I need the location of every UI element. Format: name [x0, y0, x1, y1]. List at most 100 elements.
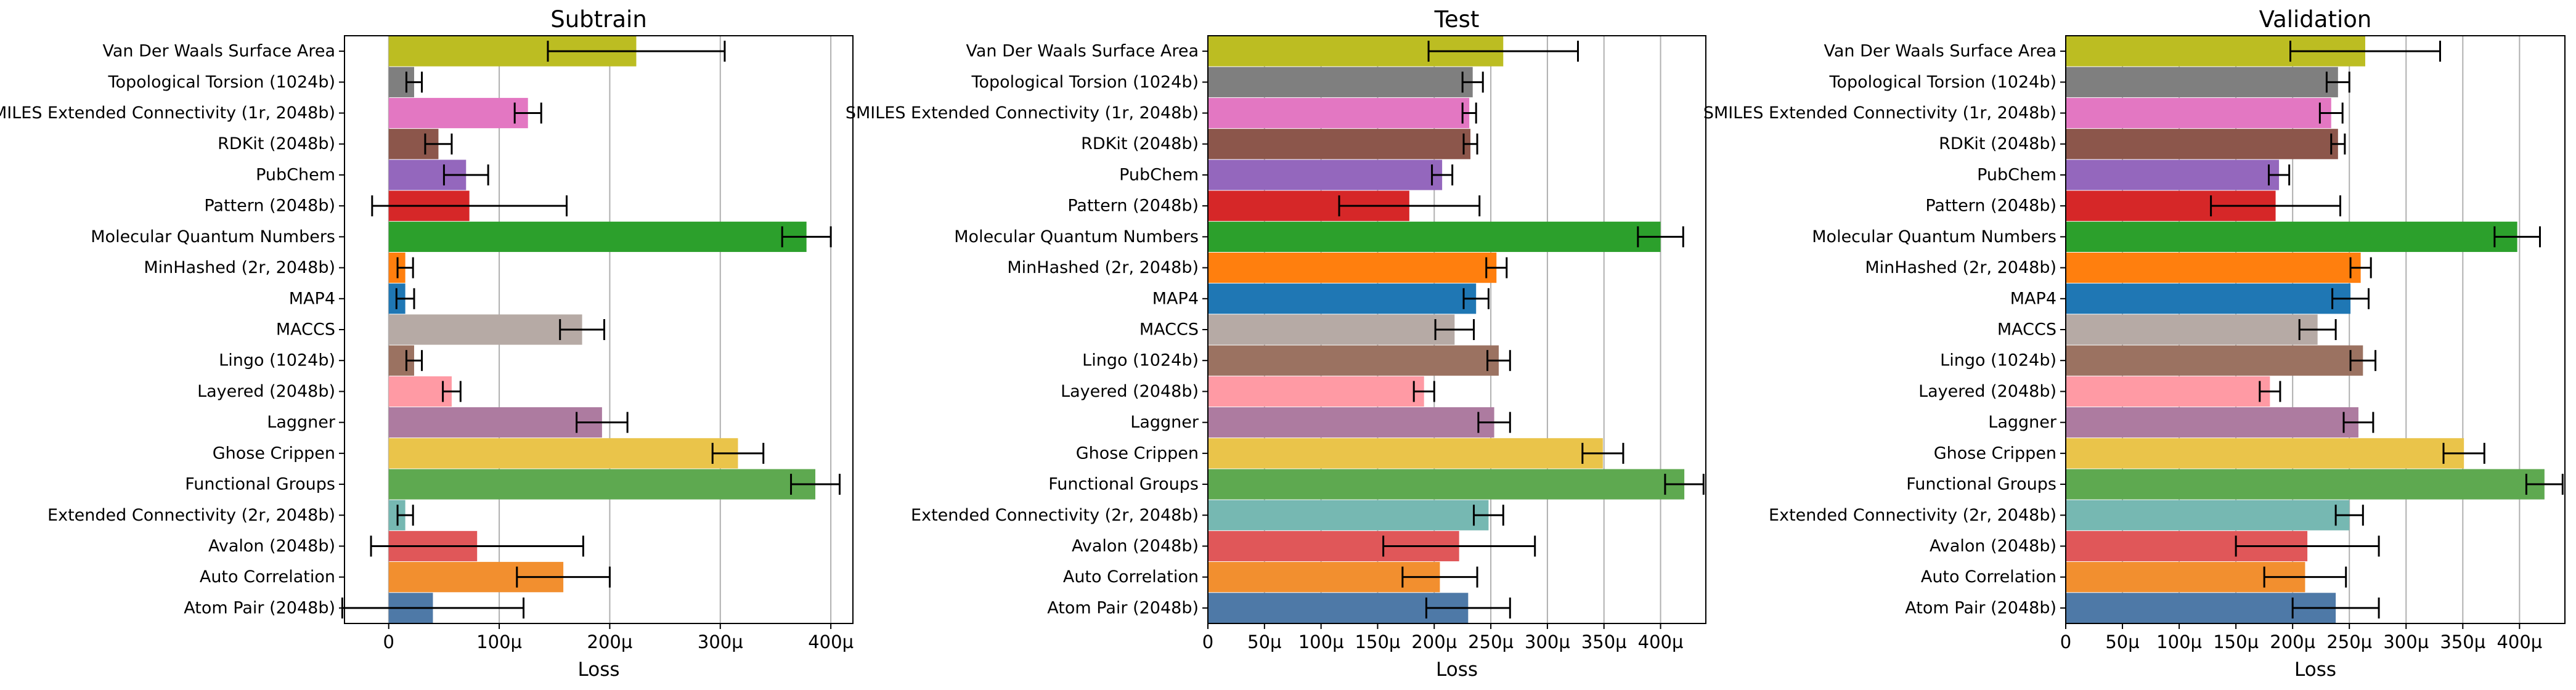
error-bar	[1431, 164, 1454, 185]
error-bar	[2330, 133, 2346, 155]
bar	[388, 438, 738, 469]
category-label: Functional Groups	[185, 475, 335, 494]
category-label: Topological Torsion (1024b)	[108, 73, 335, 92]
category-label: Ghose Crippen	[213, 444, 335, 463]
category-label: Atom Pair (2048b)	[1047, 598, 1199, 617]
error-bar	[1382, 535, 1536, 557]
error-bar	[1637, 226, 1684, 248]
bar	[1208, 469, 1685, 500]
category-label: Van Der Waals Surface Area	[966, 42, 1199, 61]
error-bar	[1486, 350, 1511, 371]
bar	[388, 376, 452, 407]
category-label: Extended Connectivity (2r, 2048b)	[911, 506, 1199, 525]
category-label: RDKit (2048b)	[1939, 134, 2056, 153]
x-tick-label: 350µ	[1581, 631, 1627, 652]
bar	[2066, 469, 2545, 500]
bar	[2066, 438, 2464, 469]
error-bar	[576, 412, 629, 433]
x-axis-title: Loss	[578, 659, 620, 681]
category-label: SMILES Extended Connectivity (1r, 2048b)	[0, 104, 335, 123]
category-label: Auto Correlation	[1921, 567, 2056, 586]
category-label: Auto Correlation	[200, 567, 335, 586]
chart-title: Test	[1434, 6, 1480, 33]
error-bar	[370, 535, 584, 557]
category-label: Topological Torsion (1024b)	[971, 73, 1199, 92]
bar	[1208, 221, 1661, 252]
bar	[388, 314, 582, 345]
bar	[2066, 252, 2361, 283]
category-label: RDKit (2048b)	[218, 134, 335, 153]
x-tick-label: 100µ	[476, 631, 522, 652]
error-bar	[2289, 41, 2441, 62]
bar	[388, 407, 602, 438]
x-tick-label: 200µ	[1411, 631, 1457, 652]
error-bar	[405, 71, 423, 93]
category-label: PubChem	[256, 165, 335, 184]
x-tick-label: 300µ	[1525, 631, 1570, 652]
x-tick-label: 400µ	[808, 631, 854, 652]
error-bar	[2235, 535, 2380, 557]
error-bar	[1434, 319, 1475, 340]
error-bar	[2291, 597, 2380, 619]
bar	[1208, 562, 1440, 593]
category-label: MAP4	[289, 289, 335, 308]
bar	[1208, 376, 1424, 407]
error-bar	[2349, 350, 2377, 371]
error-bar	[395, 288, 415, 309]
panel-test: Van Der Waals Surface Area Topological To…	[846, 6, 1706, 681]
bar	[2066, 129, 2338, 160]
bar	[2066, 376, 2270, 407]
category-label: Avalon (2048b)	[1930, 537, 2056, 556]
plot-frame	[344, 35, 854, 624]
x-tick-label: 100µ	[1298, 631, 1344, 652]
bar	[2066, 160, 2280, 190]
error-bar	[1462, 288, 1490, 309]
error-bar	[2331, 288, 2370, 309]
error-bar	[2210, 195, 2341, 217]
error-bar	[2442, 442, 2485, 464]
error-bar	[442, 164, 489, 185]
category-label: Extended Connectivity (2r, 2048b)	[47, 506, 335, 525]
error-bar	[2318, 102, 2344, 124]
x-tick-label: 400µ	[1638, 631, 1684, 652]
category-label: Laggner	[267, 413, 336, 432]
category-label: Functional Groups	[1048, 475, 1199, 494]
category-label: Molecular Quantum Numbers	[954, 227, 1199, 246]
error-bar	[1462, 133, 1478, 155]
bar	[2066, 67, 2338, 97]
error-bar	[442, 381, 462, 402]
category-label: Pattern (2048b)	[1067, 197, 1199, 216]
x-tick-label: 0	[2060, 631, 2071, 652]
bar	[1208, 129, 1471, 160]
bar	[2066, 283, 2351, 314]
x-tick-label: 350µ	[2440, 631, 2485, 652]
category-label: Van Der Waals Surface Area	[103, 42, 336, 61]
category-label: Atom Pair (2048b)	[1905, 598, 2056, 617]
x-axis-title: Loss	[2294, 659, 2336, 681]
bar	[1208, 345, 1499, 376]
bar	[1208, 160, 1443, 190]
error-bar	[547, 41, 726, 62]
category-label: PubChem	[1119, 165, 1199, 184]
panel-validation: Van Der Waals Surface Area Topological To…	[1703, 6, 2566, 681]
category-label: Pattern (2048b)	[204, 197, 335, 216]
chart-title: Validation	[2259, 6, 2372, 33]
bar	[1208, 67, 1473, 97]
bar	[1208, 593, 1469, 623]
error-bar	[1461, 102, 1477, 124]
category-label: Avalon (2048b)	[1072, 537, 1199, 556]
x-tick-label: 150µ	[2213, 631, 2259, 652]
error-bar	[559, 319, 605, 340]
category-label: RDKit (2048b)	[1081, 134, 1199, 153]
error-bar	[396, 505, 414, 526]
error-bar	[781, 226, 832, 248]
error-bar	[1412, 381, 1435, 402]
x-tick-label: 0	[383, 631, 394, 652]
error-bar	[2259, 381, 2281, 402]
error-bar	[2349, 257, 2372, 278]
category-label: Auto Correlation	[1063, 567, 1199, 586]
error-bar	[396, 257, 414, 278]
error-bar	[371, 195, 568, 217]
category-label: MAP4	[1152, 289, 1199, 308]
